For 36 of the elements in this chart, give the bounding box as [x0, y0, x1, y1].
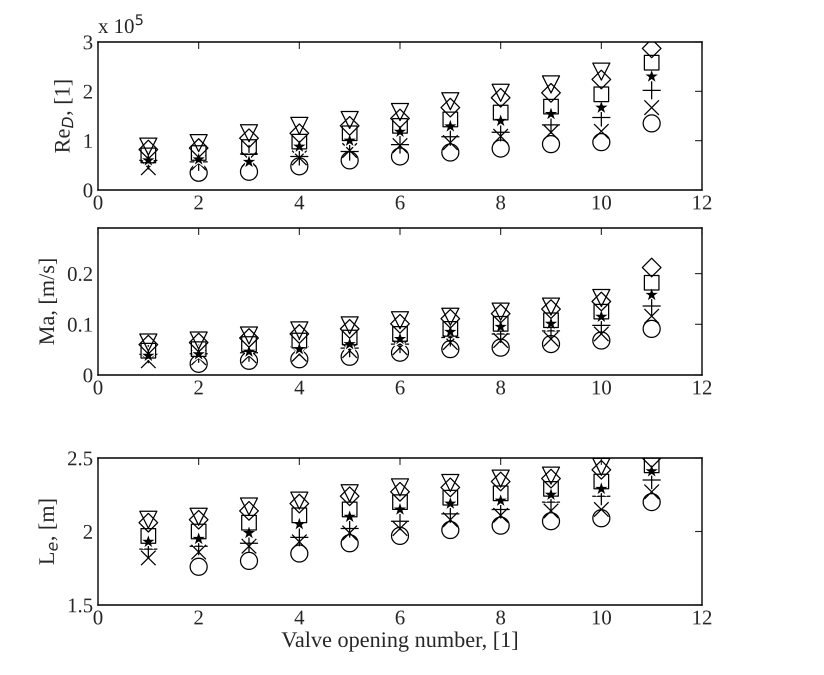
y-tick-label: 1.5: [68, 598, 92, 613]
x-tick-label: 2: [194, 610, 203, 624]
x-tick-label: 0: [94, 380, 102, 395]
y-tick-label: 1: [84, 134, 92, 148]
x-tick-label: 4: [294, 380, 304, 394]
text: x 10$^{5}$: [98, 14, 143, 34]
x-tick-label: 10: [592, 195, 611, 210]
x-tick-label: 0: [94, 195, 102, 210]
x-tick-label: 2: [194, 380, 203, 394]
x-tick-label: 6: [396, 196, 405, 210]
x-tick-label: 6: [396, 380, 405, 395]
x-tick-label: 4: [294, 610, 304, 624]
x-tick-label: 8: [496, 380, 506, 395]
y-tick-label: 0.1: [68, 318, 92, 332]
y-tick-label: 0.2: [68, 266, 92, 282]
x-tick-label: 6: [396, 610, 405, 625]
y-axis-title: Ma, [m/s]: [38, 259, 58, 345]
y-axis-title: L$_{e}$, [m]: [38, 500, 58, 565]
y-axis-title: Re$_{D}$, [1]: [54, 80, 74, 153]
x-axis-title: Valve opening number, [1]: [282, 632, 518, 652]
x-tick-label: 4: [294, 196, 304, 210]
x-tick-label: 8: [496, 195, 506, 210]
y-tick-label: 2.5: [68, 451, 92, 466]
x-tick-label: 8: [496, 610, 506, 625]
y-tick-label: 2: [84, 84, 92, 99]
y-tick-label: 0: [84, 183, 92, 198]
x-tick-label: 12: [693, 380, 712, 394]
x-tick-label: 2: [194, 196, 203, 210]
x-tick-label: 12: [693, 610, 712, 624]
x-tick-label: 10: [592, 380, 611, 395]
y-tick-label: 0: [84, 368, 92, 382]
x-tick-label: 0: [94, 610, 102, 625]
y-tick-label: 3: [84, 35, 92, 50]
x-tick-label: 10: [592, 610, 611, 625]
x-tick-label: 12: [693, 196, 712, 210]
y-tick-label: 2: [84, 524, 92, 539]
